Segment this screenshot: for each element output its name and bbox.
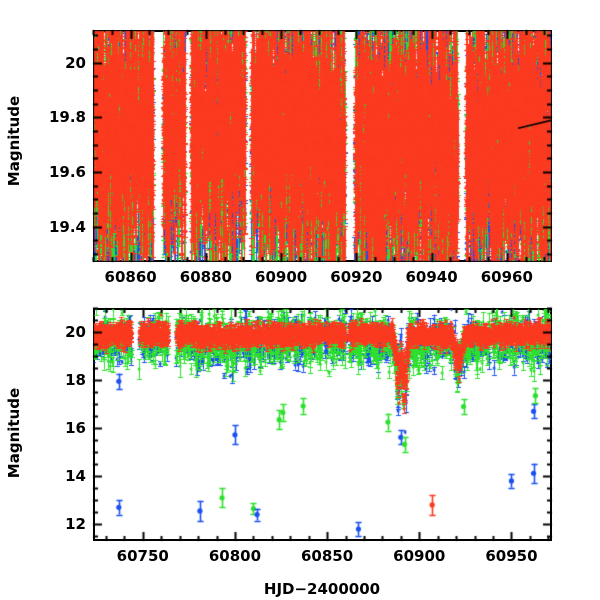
- x-tick-label: 60900: [255, 268, 308, 286]
- y-tick-label: 20: [65, 323, 86, 342]
- x-tick-label: 60900: [393, 547, 446, 565]
- y-tick-label: 14: [65, 467, 86, 486]
- y-tick-label: 19.8: [48, 108, 86, 127]
- top-panel-plot-area: [0, 0, 600, 300]
- x-tick-label: 60920: [330, 268, 383, 286]
- y-tick-label: 19.6: [48, 162, 86, 181]
- x-tick-label: 60950: [485, 547, 538, 565]
- y-tick-label: 19.4: [48, 217, 86, 236]
- bottom-panel-y-axis-title: Magnitude: [5, 387, 23, 479]
- y-tick-label: 12: [65, 515, 86, 534]
- x-tick-label: 60800: [208, 547, 262, 565]
- x-tick-label: 60850: [301, 547, 354, 565]
- x-tick-label: 60750: [116, 547, 169, 565]
- x-tick-label: 60960: [480, 268, 533, 286]
- y-tick-label: 16: [65, 419, 86, 438]
- bottom-panel-plot-area: [0, 300, 600, 600]
- y-tick-label: 20: [65, 53, 86, 72]
- x-tick-label: 60940: [405, 268, 458, 286]
- bottom-panel-x-axis-title: HJD−2400000: [263, 580, 381, 598]
- bottom-panel: 60750 60800 60850 60900 60950 12 14 16 18 20 Magn…: [0, 300, 600, 600]
- top-panel: 60860 60880 60900 60920 60940 60960 19.4 19.6 19…: [0, 0, 600, 300]
- top-panel-y-axis-title: Magnitude: [5, 95, 23, 187]
- y-tick-label: 18: [65, 371, 86, 390]
- x-tick-label: 60860: [104, 268, 157, 286]
- x-tick-label: 60880: [179, 268, 232, 286]
